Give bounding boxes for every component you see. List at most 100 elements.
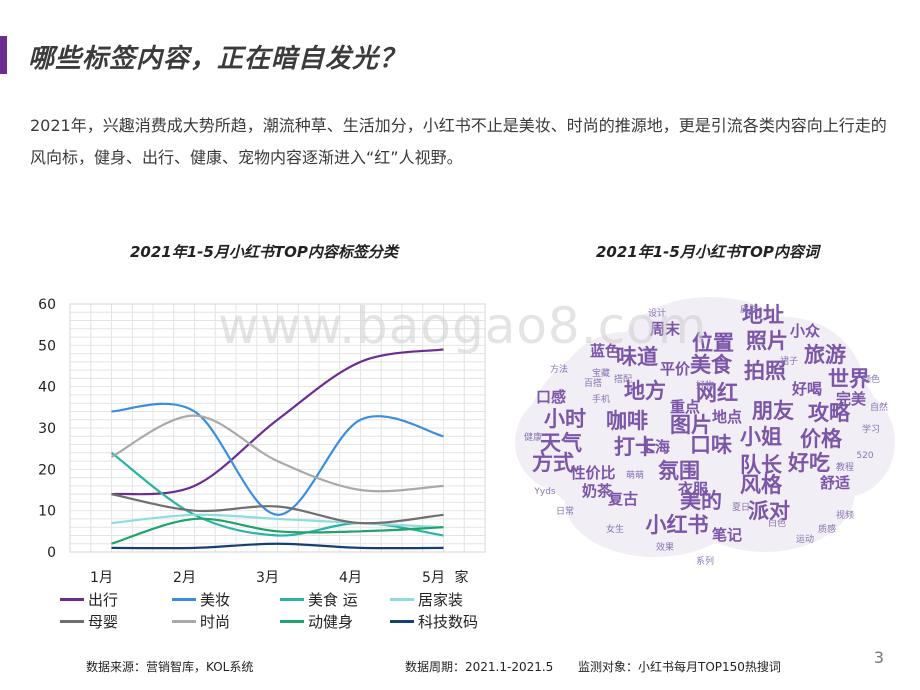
word-cloud-word: 质感 xyxy=(818,523,836,535)
legend-swatch xyxy=(390,597,414,601)
legend-item: 出行 xyxy=(60,589,172,610)
legend-label: 居家装 xyxy=(418,590,464,609)
word-cloud-word: 系列 xyxy=(696,555,714,567)
x-tick-label: 4月 xyxy=(339,570,362,586)
legend-label: 科技数码 xyxy=(418,612,479,631)
legend-label: 母婴 xyxy=(88,612,119,631)
word-cloud-word: 氛围 xyxy=(658,459,700,483)
word-cloud-word: 笔记 xyxy=(712,526,742,544)
x-tick-label: 1月 xyxy=(90,570,113,586)
word-cloud-word: 教程 xyxy=(836,461,854,473)
word-cloud-word: 平价 xyxy=(660,360,691,378)
word-cloud-word: 地址 xyxy=(742,303,784,327)
word-cloud-word: 重点 xyxy=(670,398,700,416)
legend-label: 出行 xyxy=(88,590,119,609)
word-cloud-word: 小时 xyxy=(544,407,586,431)
word-cloud-word: 世界 xyxy=(828,367,870,391)
word-cloud-word: Yyds xyxy=(533,487,556,497)
word-cloud-word: 小红书 xyxy=(646,513,709,537)
page-number: 3 xyxy=(873,648,884,667)
chart-legend: 出行 美妆 美食 运 居家装 母婴 时尚 动健身 科技数码 xyxy=(60,588,500,632)
word-cloud-word: 学习 xyxy=(862,423,880,435)
series-line-运动健身 xyxy=(111,517,444,545)
word-cloud-word: 复古 xyxy=(607,490,638,508)
word-cloud-word: 宝藏 xyxy=(592,367,610,379)
series-line-美妆 xyxy=(111,402,444,516)
legend-swatch xyxy=(60,597,84,601)
legend-row: 出行 美妆 美食 运 居家装 xyxy=(60,588,500,610)
legend-label: 动健身 xyxy=(308,612,354,631)
word-cloud-word: 派对 xyxy=(748,499,790,523)
line-chart: 0 10 20 30 40 50 60 1月 2月 3月 4月 5月家 xyxy=(38,297,486,586)
legend-label: 美食 运 xyxy=(308,590,358,609)
word-cloud-word: 咖啡 xyxy=(606,409,648,433)
series-line-母婴 xyxy=(111,493,444,525)
word-cloud-word: 方式 xyxy=(532,451,574,475)
word-cloud-word: 队长 xyxy=(740,453,783,477)
legend-item: 科技数码 xyxy=(390,611,500,632)
y-tick-label: 40 xyxy=(38,380,56,396)
word-cloud-word: 百搭 xyxy=(584,377,602,389)
legend-swatch xyxy=(280,619,304,623)
y-tick-label: 50 xyxy=(38,338,56,354)
x-tick-label: 3月 xyxy=(256,570,279,586)
word-cloud-word: 日常 xyxy=(556,505,574,517)
word-cloud-word: 萌萌 xyxy=(626,469,644,481)
word-cloud-word: 效果 xyxy=(656,541,674,553)
word-cloud-word: 照片 xyxy=(746,329,788,353)
word-cloud-title: 2021年1-5月小红书TOP内容词 xyxy=(596,243,819,261)
word-cloud-word: 520 xyxy=(856,451,873,461)
word-cloud-word: 天气 xyxy=(540,431,582,455)
series-line-出行 xyxy=(111,348,444,496)
legend-label: 美妆 xyxy=(199,590,230,609)
legend-item: 美妆 xyxy=(171,589,280,610)
word-cloud-word: 小众 xyxy=(790,322,820,340)
y-tick-label: 30 xyxy=(38,421,56,437)
word-cloud-word: 打卡 xyxy=(614,435,656,459)
word-cloud-word: 健康 xyxy=(524,431,542,443)
footer-monitor-target: 监测对象：小红书每月TOP150热搜词 xyxy=(578,660,781,674)
watermark: www.baogao8.com xyxy=(218,297,708,355)
word-cloud-word: 美食 xyxy=(690,353,733,377)
word-cloud-word: 地点 xyxy=(712,408,742,426)
legend-swatch xyxy=(280,597,304,601)
page-title: 哪些标签内容，正在暗自发光？ xyxy=(28,44,407,74)
word-cloud-word: 衣服 xyxy=(678,480,709,498)
word-cloud-word: 小姐 xyxy=(740,425,782,449)
word-cloud-word: 蓝色 xyxy=(590,342,620,360)
word-cloud-word: 女生 xyxy=(606,523,624,535)
legend-swatch xyxy=(171,597,196,601)
word-cloud-word: 奶茶 xyxy=(582,482,613,500)
y-tick-label: 10 xyxy=(38,504,56,520)
legend-swatch xyxy=(60,619,84,623)
y-tick-label: 60 xyxy=(38,297,56,313)
legend-swatch xyxy=(390,619,414,623)
word-cloud-word: 风格 xyxy=(740,473,783,497)
word-cloud-word: 运动 xyxy=(796,534,814,545)
word-cloud-word: 好喝 xyxy=(791,380,822,398)
word-cloud-word: 舒适 xyxy=(820,474,850,492)
series-line-时尚 xyxy=(110,414,444,493)
legend-item: 美食 运 xyxy=(280,589,390,610)
footer-data-period: 数据周期：2021.1-2021.5 xyxy=(405,660,554,674)
word-cloud-word: 周末 xyxy=(650,320,681,338)
word-cloud-word: 攻略 xyxy=(808,401,851,425)
word-cloud-word: 颜色 xyxy=(862,373,880,385)
word-cloud-word: 皮肤 xyxy=(740,303,758,315)
legend-item: 居家装 xyxy=(390,589,500,610)
word-cloud-word: 白色 xyxy=(768,517,786,529)
word-cloud-word: 好物 xyxy=(696,379,714,391)
word-cloud-word: 手机 xyxy=(592,393,610,405)
line-chart-title: 2021年1-5月小红书TOP内容标签分类 xyxy=(130,243,398,261)
word-cloud-word: 自然 xyxy=(870,401,888,413)
y-tick-label: 0 xyxy=(47,545,56,561)
word-cloud-word: 上海 xyxy=(640,438,670,456)
title-accent-bar xyxy=(0,36,7,74)
cloud-background-blob xyxy=(620,297,800,407)
word-cloud-word: 网红 xyxy=(696,381,738,405)
word-cloud-word: 拍照 xyxy=(744,359,786,383)
word-cloud-word: 价格 xyxy=(800,427,843,451)
legend-item: 母婴 xyxy=(60,611,172,632)
series-line-科技数码 xyxy=(111,542,444,550)
